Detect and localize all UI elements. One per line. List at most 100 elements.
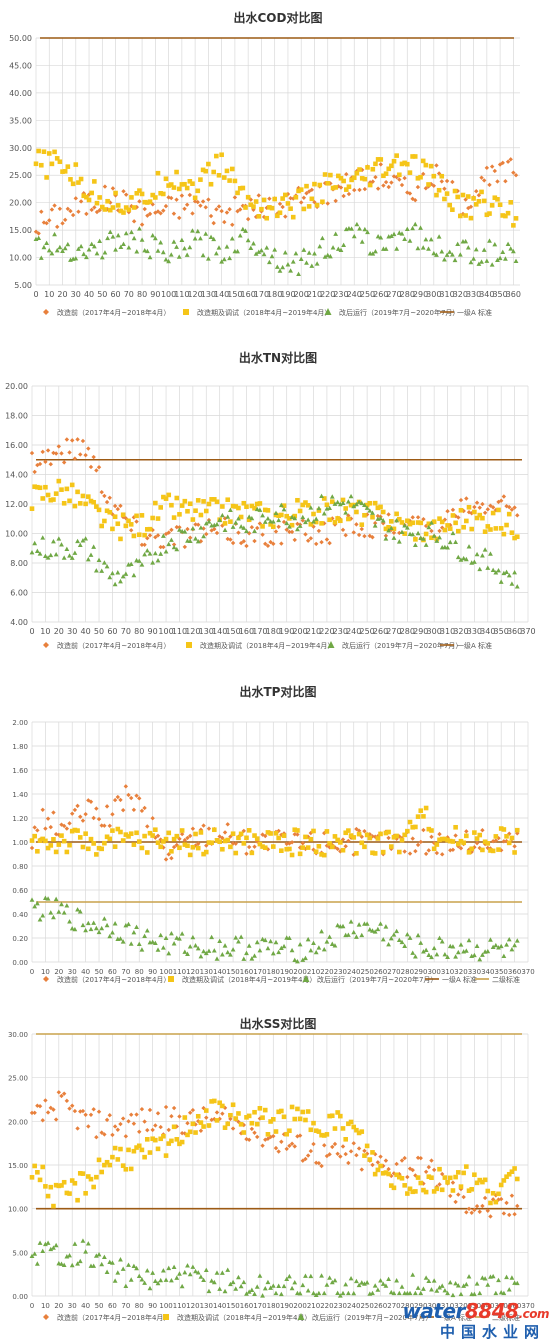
- point-during: [340, 497, 346, 503]
- point-during: [287, 516, 292, 521]
- point-during: [177, 845, 182, 851]
- point-after: [308, 505, 314, 510]
- point-after: [174, 935, 180, 940]
- point-after: [269, 253, 275, 259]
- point-during: [222, 838, 228, 844]
- point-before: [316, 528, 322, 534]
- point-before: [57, 206, 63, 211]
- point-during: [123, 1166, 129, 1172]
- point-before: [102, 184, 108, 189]
- point-after: [396, 539, 402, 544]
- point-before: [115, 794, 120, 800]
- legend-label-during: 改造期及调试（2018年4月~2019年4月）: [197, 308, 331, 317]
- point-after: [485, 565, 491, 570]
- point-after: [290, 259, 296, 264]
- point-during: [338, 518, 343, 524]
- y-tick-label: 6.00: [10, 589, 28, 598]
- point-during: [321, 852, 327, 858]
- point-during: [179, 828, 185, 833]
- point-after: [284, 1276, 290, 1282]
- point-after: [236, 516, 241, 521]
- point-during: [179, 1139, 185, 1145]
- point-during: [418, 174, 423, 180]
- point-before: [479, 175, 484, 180]
- point-during: [233, 850, 239, 856]
- point-after: [225, 514, 231, 519]
- y-tick-label: 25.00: [8, 1075, 28, 1083]
- point-after: [396, 1290, 402, 1296]
- point-after: [316, 505, 322, 511]
- point-during: [412, 154, 418, 159]
- point-after: [296, 271, 301, 277]
- x-tick-label: 250: [360, 968, 373, 976]
- point-during: [482, 1177, 488, 1183]
- point-during: [370, 514, 375, 520]
- point-before: [230, 540, 236, 546]
- point-during: [394, 511, 399, 517]
- point-after: [439, 939, 445, 944]
- point-after: [394, 928, 400, 934]
- point-during: [484, 212, 490, 218]
- point-before: [362, 186, 368, 192]
- point-after: [38, 255, 44, 260]
- point-during: [335, 837, 340, 843]
- point-after: [496, 567, 501, 573]
- x-tick-label: 50: [97, 290, 107, 299]
- point-during: [354, 1127, 359, 1133]
- point-during: [104, 508, 110, 514]
- point-after: [57, 244, 63, 250]
- point-before: [37, 461, 43, 467]
- point-after: [402, 523, 408, 528]
- legend-swatch-before: [43, 1314, 49, 1320]
- x-tick-label: 90: [148, 1302, 157, 1310]
- point-during: [281, 833, 287, 838]
- y-tick-label: 16.00: [5, 441, 28, 450]
- point-after: [77, 1258, 83, 1264]
- point-during: [150, 192, 155, 198]
- point-before: [466, 1206, 472, 1211]
- point-before: [99, 489, 104, 495]
- series-before: [29, 1090, 520, 1219]
- point-after: [163, 257, 169, 262]
- point-after: [155, 558, 161, 563]
- point-before: [214, 1110, 220, 1115]
- point-during: [410, 520, 416, 526]
- point-after: [238, 1283, 244, 1289]
- point-during: [311, 1120, 316, 1126]
- point-during: [65, 164, 71, 169]
- point-before: [448, 848, 453, 853]
- point-during: [296, 188, 301, 194]
- point-during: [504, 522, 509, 528]
- point-during: [131, 205, 137, 210]
- point-during: [308, 1127, 314, 1133]
- point-before: [35, 462, 40, 468]
- point-during: [44, 175, 49, 180]
- point-during: [268, 522, 273, 527]
- point-during: [203, 1108, 209, 1113]
- point-after: [450, 1292, 456, 1298]
- point-after: [152, 1278, 158, 1284]
- point-during: [64, 1190, 70, 1196]
- point-before: [80, 1108, 86, 1114]
- x-tick-label: 170: [253, 1302, 266, 1310]
- point-after: [476, 261, 482, 266]
- x-tick-label: 280: [401, 1302, 414, 1310]
- point-before: [407, 191, 413, 196]
- point-before: [129, 1112, 134, 1117]
- point-during: [455, 528, 461, 534]
- point-during: [308, 522, 314, 527]
- point-after: [364, 921, 370, 926]
- point-after: [169, 1278, 174, 1283]
- point-after: [498, 943, 504, 949]
- point-during: [225, 1121, 231, 1127]
- series-after: [29, 895, 520, 964]
- point-after: [208, 234, 214, 240]
- point-during: [228, 844, 233, 850]
- point-during: [193, 508, 198, 513]
- point-after: [126, 1262, 131, 1267]
- point-during: [474, 515, 480, 521]
- point-after: [64, 903, 70, 908]
- point-after: [134, 924, 139, 929]
- point-during: [397, 172, 402, 178]
- point-after: [217, 1286, 223, 1291]
